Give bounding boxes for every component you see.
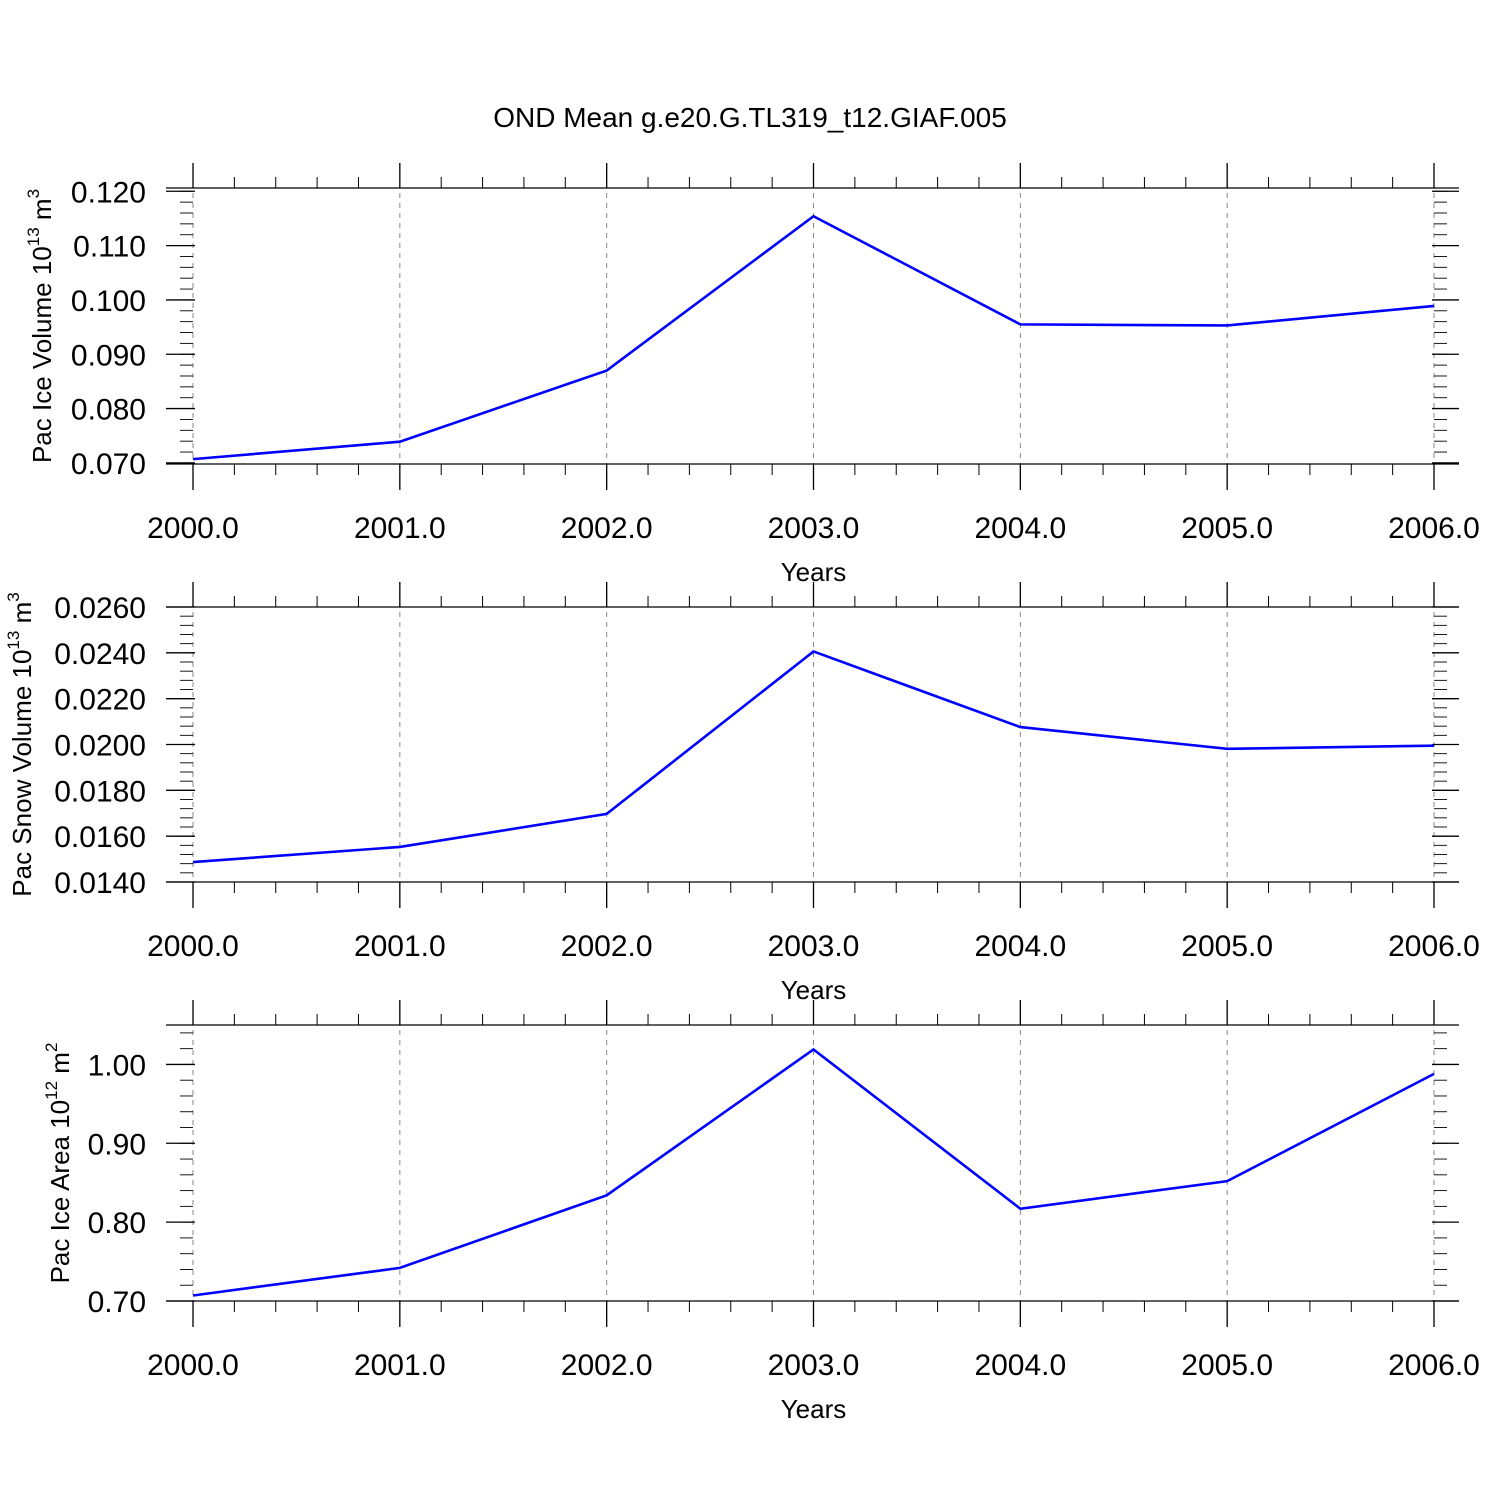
y-label-unit: m (45, 1052, 75, 1081)
x-tick-label: 2001.0 (354, 512, 446, 545)
x-tick-label: 2003.0 (768, 512, 860, 545)
x-tick-label: 2003.0 (768, 1349, 860, 1382)
y-label-main: Pac Ice Area 10 (45, 1100, 75, 1284)
y-tick-labels: 0.070 0.080 0.090 0.100 0.110 0.120 (71, 176, 146, 481)
series-line (192, 649, 1435, 864)
y-label-main: Pac Ice Volume 10 (27, 246, 57, 463)
x-tick-label: 2006.0 (1388, 1349, 1480, 1382)
x-tick-label: 2001.0 (354, 1349, 446, 1382)
y-label-exponent: 13 (24, 227, 43, 246)
minor-ticks (180, 177, 1447, 475)
panel-snow-volume: 2000.0 2001.0 2002.0 2003.0 2004.0 2005.0 2006… (4, 582, 1480, 1005)
y-label-unit-exponent: 3 (4, 592, 23, 601)
series-line-path (192, 214, 1435, 461)
x-tick-labels: 2000.0 2001.0 2002.0 2003.0 2004.0 2005.0 2006… (147, 930, 1480, 963)
y-label-exponent: 13 (4, 631, 23, 650)
y-label-unit-exponent: 2 (42, 1043, 61, 1052)
grid-lines (192, 163, 1435, 490)
series-line (192, 214, 1435, 461)
y-tick-label: 0.080 (71, 394, 146, 427)
plot-frame (166, 187, 1459, 465)
x-tick-labels: 2000.0 2001.0 2002.0 2003.0 2004.0 2005.0 2006… (147, 1349, 1480, 1382)
figure-title: OND Mean g.e20.G.TL319_t12.GIAF.005 (493, 102, 1007, 133)
y-label-unit: m (7, 602, 37, 631)
y-tick-labels: 0.70 0.80 0.90 1.00 (88, 1049, 146, 1319)
y-tick-label: 0.0260 (54, 592, 146, 625)
panel-ice-area: 2000.0 2001.0 2002.0 2003.0 2004.0 2005.0 2006… (42, 1000, 1480, 1424)
plot-frame (166, 606, 1459, 883)
x-tick-label: 2004.0 (974, 930, 1066, 963)
plot-frame (166, 1024, 1459, 1302)
panel-ice-volume: 2000.0 2001.0 2002.0 2003.0 2004.0 2005.0 2006… (24, 163, 1480, 587)
x-tick-label: 2002.0 (561, 512, 653, 545)
y-axis-label: Pac Ice Area 1012 m2 (42, 1043, 75, 1284)
y-tick-label: 0.0160 (54, 821, 146, 854)
y-label-unit-exponent: 3 (24, 189, 43, 198)
y-tick-label: 0.090 (71, 339, 146, 372)
x-tick-label: 2006.0 (1388, 512, 1480, 545)
series-line-path (192, 649, 1435, 864)
x-axis-label: Years (781, 1394, 847, 1424)
y-tick-label: 0.070 (71, 448, 146, 481)
series-line (192, 1047, 1435, 1297)
x-tick-label: 2000.0 (147, 1349, 239, 1382)
x-tick-label: 2000.0 (147, 512, 239, 545)
y-tick-label: 1.00 (88, 1049, 146, 1082)
grid-lines (192, 582, 1435, 908)
y-tick-labels: 0.0140 0.0160 0.0180 0.0200 0.0220 0.0240 0.02… (54, 592, 146, 900)
major-ticks (166, 163, 1459, 490)
x-tick-label: 2001.0 (354, 930, 446, 963)
y-tick-label: 0.120 (71, 176, 146, 209)
y-tick-label: 0.0240 (54, 638, 146, 671)
x-tick-label: 2002.0 (561, 1349, 653, 1382)
y-tick-label: 0.110 (73, 231, 146, 264)
x-tick-label: 2005.0 (1181, 930, 1273, 963)
x-tick-label: 2004.0 (974, 512, 1066, 545)
grid-lines (192, 1000, 1435, 1327)
x-tick-label: 2003.0 (768, 930, 860, 963)
y-tick-label: 0.80 (88, 1207, 146, 1240)
x-tick-label: 2000.0 (147, 930, 239, 963)
y-tick-label: 0.90 (88, 1128, 146, 1161)
y-tick-label: 0.70 (88, 1286, 146, 1319)
x-tick-label: 2005.0 (1181, 1349, 1273, 1382)
y-axis-label: Pac Snow Volume 1013 m3 (4, 592, 37, 896)
x-tick-label: 2002.0 (561, 930, 653, 963)
y-label-main: Pac Snow Volume 10 (7, 650, 37, 897)
y-tick-label: 0.0200 (54, 730, 146, 763)
x-tick-label: 2005.0 (1181, 512, 1273, 545)
x-tick-labels: 2000.0 2001.0 2002.0 2003.0 2004.0 2005.0 2006… (147, 512, 1480, 545)
y-label-exponent: 12 (42, 1081, 61, 1100)
y-tick-label: 0.100 (71, 285, 146, 318)
x-tick-label: 2004.0 (974, 1349, 1066, 1382)
y-tick-label: 0.0180 (54, 775, 146, 808)
series-line-path (192, 1047, 1435, 1297)
y-axis-label: Pac Ice Volume 1013 m3 (24, 189, 57, 463)
y-tick-label: 0.0140 (54, 867, 146, 900)
major-ticks (166, 582, 1459, 908)
y-label-unit: m (27, 198, 57, 227)
x-tick-label: 2006.0 (1388, 930, 1480, 963)
y-tick-label: 0.0220 (54, 684, 146, 717)
